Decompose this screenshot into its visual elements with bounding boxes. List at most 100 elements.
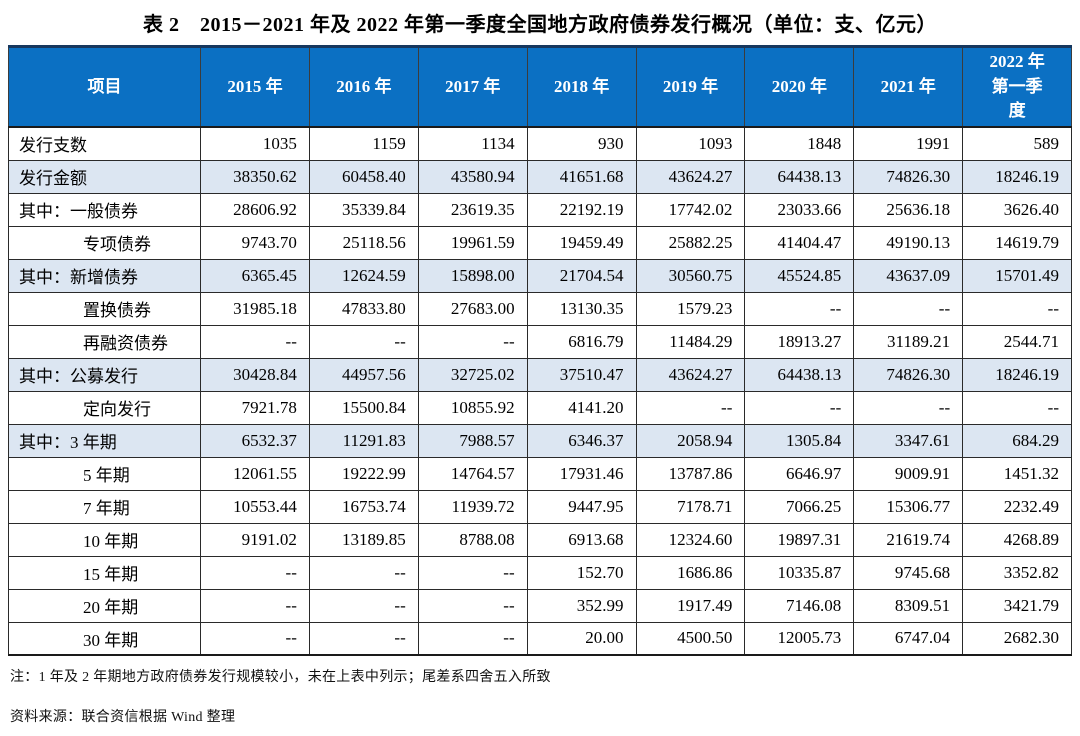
value-cell: 13787.86 <box>635 456 746 491</box>
value-cell: 3352.82 <box>962 555 1072 590</box>
value-cell: 37510.47 <box>526 357 637 392</box>
value-cell: 1093 <box>635 126 746 161</box>
footnote-note: 注：1 年及 2 年期地方政府债券发行规模较小，未在上表中列示；尾差系四舍五入所… <box>10 670 551 685</box>
row-label-cell: 定向发行 <box>8 390 201 425</box>
value-cell: 9743.70 <box>200 225 310 260</box>
value-cell: 19459.49 <box>526 225 637 260</box>
row-label-cell: 其中：3 年期 <box>8 423 201 458</box>
table-row: 再融资债券 -- -- -- 6816.79 11484.29 18913.27… <box>8 324 1072 359</box>
value-cell: 1305.84 <box>744 423 855 458</box>
value-cell: -- <box>744 390 855 425</box>
value-cell: -- <box>200 588 310 623</box>
value-cell: 930 <box>526 126 637 161</box>
value-cell: 3421.79 <box>962 588 1072 623</box>
value-cell: 21619.74 <box>853 522 964 557</box>
value-cell: -- <box>635 390 746 425</box>
value-cell: 31985.18 <box>200 291 310 326</box>
value-cell: 4268.89 <box>962 522 1072 557</box>
row-label-cell: 其中：新增债券 <box>8 258 201 293</box>
value-cell: 15500.84 <box>308 390 419 425</box>
value-cell: 1451.32 <box>962 456 1072 491</box>
table-row: 发行金额 38350.62 60458.40 43580.94 41651.68… <box>8 159 1072 194</box>
value-cell: 8788.08 <box>417 522 528 557</box>
value-cell: 22192.19 <box>526 192 637 227</box>
value-cell: 25882.25 <box>635 225 746 260</box>
row-label-cell: 专项债券 <box>8 225 201 260</box>
header-cell-2019: 2019 年 <box>635 46 746 128</box>
value-cell: 684.29 <box>962 423 1072 458</box>
row-label-cell: 发行支数 <box>8 126 201 161</box>
value-cell: 18246.19 <box>962 159 1072 194</box>
value-cell: 25636.18 <box>853 192 964 227</box>
value-cell: -- <box>308 588 419 623</box>
value-cell: 6346.37 <box>526 423 637 458</box>
table-row: 10 年期 9191.02 13189.85 8788.08 6913.68 1… <box>8 522 1072 557</box>
value-cell: 9009.91 <box>853 456 964 491</box>
value-cell: 43624.27 <box>635 357 746 392</box>
value-cell: 8309.51 <box>853 588 964 623</box>
row-label-cell: 10 年期 <box>8 522 201 557</box>
table-row: 30 年期 -- -- -- 20.00 4500.50 12005.73 67… <box>8 621 1072 656</box>
value-cell: 4500.50 <box>635 621 746 656</box>
value-cell: 16753.74 <box>308 489 419 524</box>
value-cell: 1134 <box>417 126 528 161</box>
value-cell: 38350.62 <box>200 159 310 194</box>
value-cell: -- <box>962 390 1072 425</box>
table-row: 5 年期 12061.55 19222.99 14764.57 17931.46… <box>8 456 1072 491</box>
value-cell: -- <box>744 291 855 326</box>
header-row: 项目 2015 年 2016 年 2017 年 2018 年 2019 年 20… <box>8 46 1072 128</box>
value-cell: 6365.45 <box>200 258 310 293</box>
value-cell: 10553.44 <box>200 489 310 524</box>
value-cell: 19897.31 <box>744 522 855 557</box>
value-cell: 45524.85 <box>744 258 855 293</box>
value-cell: 9191.02 <box>200 522 310 557</box>
value-cell: -- <box>308 324 419 359</box>
value-cell: 152.70 <box>526 555 637 590</box>
value-cell: 12624.59 <box>308 258 419 293</box>
value-cell: 7988.57 <box>417 423 528 458</box>
value-cell: 19222.99 <box>308 456 419 491</box>
value-cell: 35339.84 <box>308 192 419 227</box>
value-cell: 3626.40 <box>962 192 1072 227</box>
header-cell-2016: 2016 年 <box>308 46 419 128</box>
table-row: 专项债券 9743.70 25118.56 19961.59 19459.49 … <box>8 225 1072 260</box>
value-cell: 7921.78 <box>200 390 310 425</box>
value-cell: 13130.35 <box>526 291 637 326</box>
header-cell-2021: 2021 年 <box>853 46 964 128</box>
table-row: 定向发行 7921.78 15500.84 10855.92 4141.20 -… <box>8 390 1072 425</box>
value-cell: 17931.46 <box>526 456 637 491</box>
row-label-cell: 再融资债券 <box>8 324 201 359</box>
value-cell: 7146.08 <box>744 588 855 623</box>
table-row: 其中：公募发行 30428.84 44957.56 32725.02 37510… <box>8 357 1072 392</box>
value-cell: 1579.23 <box>635 291 746 326</box>
table-row: 7 年期 10553.44 16753.74 11939.72 9447.95 … <box>8 489 1072 524</box>
value-cell: -- <box>308 621 419 656</box>
row-label-cell: 发行金额 <box>8 159 201 194</box>
value-cell: 9745.68 <box>853 555 964 590</box>
value-cell: 1991 <box>853 126 964 161</box>
value-cell: -- <box>200 555 310 590</box>
value-cell: 11939.72 <box>417 489 528 524</box>
value-cell: -- <box>853 390 964 425</box>
value-cell: 41651.68 <box>526 159 637 194</box>
value-cell: 18246.19 <box>962 357 1072 392</box>
table-row: 20 年期 -- -- -- 352.99 1917.49 7146.08 83… <box>8 588 1072 623</box>
value-cell: -- <box>417 588 528 623</box>
value-cell: 15701.49 <box>962 258 1072 293</box>
row-label-cell: 其中：一般债券 <box>8 192 201 227</box>
value-cell: 2058.94 <box>635 423 746 458</box>
header-cell-2015: 2015 年 <box>200 46 310 128</box>
value-cell: 23033.66 <box>744 192 855 227</box>
table-row: 其中：一般债券 28606.92 35339.84 23619.35 22192… <box>8 192 1072 227</box>
value-cell: 10335.87 <box>744 555 855 590</box>
value-cell: -- <box>200 621 310 656</box>
value-cell: -- <box>417 324 528 359</box>
value-cell: 44957.56 <box>308 357 419 392</box>
header-cell-2022q1: 2022 年第一季度 <box>962 46 1072 128</box>
value-cell: -- <box>853 291 964 326</box>
value-cell: 7178.71 <box>635 489 746 524</box>
row-label-cell: 5 年期 <box>8 456 201 491</box>
row-label-cell: 其中：公募发行 <box>8 357 201 392</box>
value-cell: 2682.30 <box>962 621 1072 656</box>
row-label-cell: 15 年期 <box>8 555 201 590</box>
